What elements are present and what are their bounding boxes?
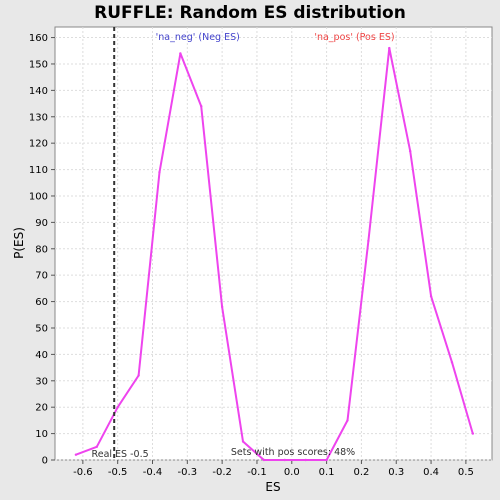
y-tick-label: 80 — [35, 244, 48, 255]
series-line — [75, 47, 474, 461]
data-point — [471, 432, 475, 435]
plot-area — [54, 26, 493, 461]
x-tick-label: -0.2 — [212, 467, 232, 478]
x-tick-label: -0.1 — [247, 467, 267, 478]
y-tick-label: 130 — [29, 112, 48, 123]
y-tick-label: 20 — [35, 403, 48, 414]
data-point — [408, 149, 412, 153]
data-point — [95, 445, 98, 448]
grid — [55, 27, 492, 461]
data-point — [346, 419, 349, 422]
y-tick-label: 120 — [29, 139, 48, 150]
annotation-real-es: Real ES -0.5 — [92, 449, 149, 460]
y-axis-ticks: 0 10 20 30 40 50 60 70 80 90 100 110 120 130 140 150 160 — [29, 33, 55, 467]
data-point — [116, 405, 119, 409]
y-tick-label: 110 — [29, 165, 48, 176]
data-point — [325, 458, 328, 462]
x-tick-label: 0.0 — [284, 467, 300, 478]
data-point — [304, 458, 307, 462]
x-tick-label: 0.3 — [388, 467, 404, 478]
data-point — [158, 171, 161, 174]
annotation-pos: 'na_pos' (Pos ES) — [314, 32, 394, 43]
data-point — [283, 458, 287, 462]
data-point — [450, 361, 454, 364]
x-axis-ticks: -0.6 -0.5 -0.4 -0.3 -0.2 -0.1 0.0 0.1 0.2 0.3 0.4 0… — [73, 460, 474, 478]
x-axis-label: ES — [265, 480, 280, 494]
data-point — [74, 453, 78, 456]
data-point — [429, 295, 433, 298]
y-tick-label: 0 — [42, 456, 48, 467]
x-tick-label: 0.2 — [353, 467, 369, 478]
data-point — [367, 239, 370, 243]
y-tick-label: 40 — [35, 350, 48, 361]
data-point — [200, 105, 203, 108]
x-tick-label: -0.5 — [108, 467, 128, 478]
annotation-neg: 'na_neg' (Neg ES) — [156, 32, 240, 43]
data-point — [241, 440, 245, 443]
y-axis-label: P(ES) — [12, 227, 26, 259]
y-tick-label: 30 — [35, 376, 48, 387]
y-tick-label: 140 — [29, 86, 48, 97]
data-point — [262, 458, 266, 462]
data-point — [179, 52, 182, 55]
y-tick-label: 160 — [29, 33, 48, 44]
data-point — [220, 305, 224, 309]
x-tick-label: 0.4 — [423, 467, 439, 478]
x-tick-label: 0.5 — [458, 467, 474, 478]
x-tick-label: -0.4 — [143, 467, 163, 478]
y-tick-label: 10 — [35, 429, 48, 440]
chart-title: RUFFLE: Random ES distribution — [94, 3, 406, 23]
series-layer — [74, 46, 475, 462]
y-tick-label: 90 — [35, 218, 48, 229]
y-tick-label: 50 — [35, 323, 48, 334]
x-tick-label: 0.1 — [319, 467, 335, 478]
x-tick-label: -0.6 — [73, 467, 93, 478]
y-tick-label: 150 — [29, 59, 48, 70]
annotation-pos-scores: Sets with pos scores: 48% — [231, 447, 355, 458]
y-tick-label: 100 — [29, 191, 48, 202]
y-tick-label: 70 — [35, 271, 48, 282]
data-point — [137, 374, 140, 377]
x-tick-label: -0.3 — [178, 467, 198, 478]
y-tick-label: 60 — [35, 297, 48, 308]
data-point — [388, 46, 391, 50]
